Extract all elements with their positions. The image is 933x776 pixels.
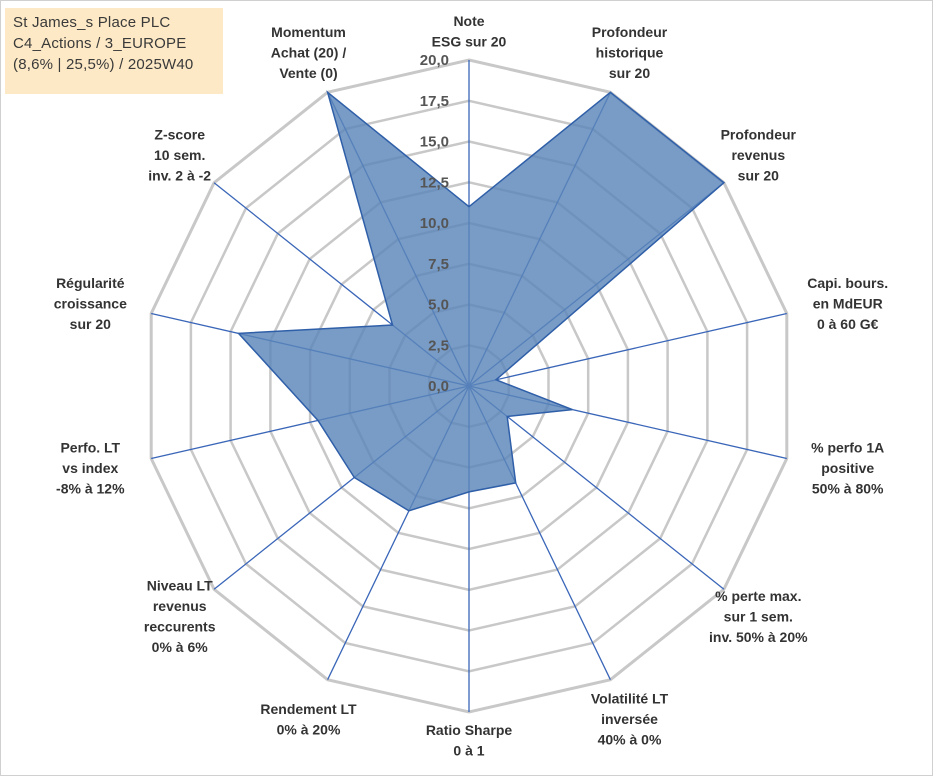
axis-label-13-line-0: Momentum: [271, 24, 346, 40]
axis-label-0-line-1: ESG sur 20: [432, 34, 507, 50]
spoke-5: [468, 385, 725, 590]
tick-label-8: 20,0: [420, 52, 449, 69]
axis-label-9-line-0: Niveau LT: [147, 578, 213, 594]
tick-label-0: 0,0: [428, 378, 449, 395]
axis-label-3: Capi. bours. en MdEUR 0 à 60 G€: [807, 275, 888, 332]
axis-label-5-line-2: inv. 50% à 20%: [709, 629, 808, 645]
tick-label-7: 17,5: [420, 93, 449, 110]
axis-label-2-line-2: sur 20: [738, 168, 779, 184]
axis-label-8: Rendement LT 0% à 20%: [260, 701, 357, 738]
axis-label-5: % perte max. sur 1 sem. inv. 50% à 20%: [709, 588, 808, 645]
axis-label-12-line-0: Z-score: [154, 127, 205, 143]
axis-label-3-line-2: 0 à 60 G€: [817, 316, 879, 332]
axis-label-10-line-0: Perfo. LT: [60, 440, 120, 456]
spoke-3: [468, 312, 787, 387]
axis-label-10-line-2: -8% à 12%: [56, 481, 125, 497]
axis-label-5-line-0: % perte max.: [715, 588, 801, 604]
tick-label-3: 7,5: [428, 256, 449, 273]
title-line-company: St James_s Place PLC: [13, 14, 171, 31]
axis-label-1-line-2: sur 20: [609, 65, 650, 81]
tick-layer: 0,0 2,5 5,0 7,5 10,0 12,5 15,0 17,5 20,0: [420, 52, 449, 395]
series-area: [236, 90, 726, 512]
axis-label-9-line-3: 0% à 6%: [152, 639, 209, 655]
axis-label-3-line-0: Capi. bours.: [807, 275, 888, 291]
axis-label-1-line-0: Profondeur: [592, 24, 668, 40]
axis-label-9-line-1: revenus: [153, 598, 207, 614]
axis-label-11-line-1: croissance: [54, 295, 127, 311]
axis-label-7-line-1: 0 à 1: [453, 743, 484, 759]
axis-label-6-line-1: inversée: [601, 711, 658, 727]
axis-label-10: Perfo. LT vs index -8% à 12%: [56, 440, 125, 497]
axis-label-12: Z-score 10 sem. inv. 2 à -2: [148, 127, 211, 184]
axis-label-4-line-1: positive: [821, 460, 874, 476]
axis-label-2-line-0: Profondeur: [721, 127, 797, 143]
axis-label-8-line-1: 0% à 20%: [277, 721, 341, 737]
tick-label-4: 10,0: [420, 215, 449, 232]
axis-label-4-line-0: % perfo 1A: [811, 440, 884, 456]
chart-title-box: St James_s Place PLC C4_Actions / 3_EURO…: [5, 8, 223, 94]
axis-label-1-line-1: historique: [596, 44, 664, 60]
axis-label-6: Volatilité LT inversée 40% à 0%: [591, 691, 669, 748]
axis-label-11-line-0: Régularité: [56, 275, 125, 291]
tick-label-6: 15,0: [420, 134, 449, 151]
axis-label-4-line-2: 50% à 80%: [812, 481, 884, 497]
axis-label-11-line-2: sur 20: [70, 316, 111, 332]
axis-label-11: Régularité croissance sur 20: [54, 275, 127, 332]
axis-label-3-line-1: en MdEUR: [813, 295, 883, 311]
tick-label-1: 2,5: [428, 337, 449, 354]
axis-label-12-line-1: 10 sem.: [154, 147, 205, 163]
axis-label-13: Momentum Achat (20) / Vente (0): [271, 24, 347, 81]
axis-label-6-line-2: 40% à 0%: [598, 732, 662, 748]
axis-label-6-line-0: Volatilité LT: [591, 691, 669, 707]
axis-label-0: Note ESG sur 20: [432, 13, 507, 50]
series-layer: [236, 90, 726, 512]
title-line-category: C4_Actions / 3_EUROPE: [13, 35, 187, 52]
tick-label-5: 12,5: [420, 174, 449, 191]
axis-label-9: Niveau LT revenus reccurents 0% à 6%: [144, 578, 216, 656]
axis-label-8-line-0: Rendement LT: [260, 701, 357, 717]
axis-label-7-line-0: Ratio Sharpe: [426, 722, 513, 738]
title-line-stats: (8,6% | 25,5%) / 2025W40: [13, 56, 194, 73]
axis-label-9-line-2: reccurents: [144, 619, 216, 635]
axis-label-4: % perfo 1A positive 50% à 80%: [811, 440, 884, 497]
axis-label-2-line-1: revenus: [731, 147, 785, 163]
axis-label-13-line-1: Achat (20) /: [271, 44, 347, 60]
axis-label-5-line-1: sur 1 sem.: [724, 608, 793, 624]
axis-label-0-line-0: Note: [453, 13, 484, 29]
axis-label-12-line-2: inv. 2 à -2: [148, 168, 211, 184]
tick-label-2: 5,0: [428, 297, 449, 314]
axis-label-layer: Note ESG sur 20 Profondeur historique sur 20…: [54, 13, 888, 759]
axis-label-10-line-1: vs index: [62, 460, 118, 476]
axis-label-2: Profondeur revenus sur 20: [721, 127, 797, 184]
axis-label-1: Profondeur historique sur 20: [592, 24, 668, 81]
axis-label-13-line-2: Vente (0): [279, 65, 337, 81]
axis-label-7: Ratio Sharpe 0 à 1: [426, 722, 513, 759]
